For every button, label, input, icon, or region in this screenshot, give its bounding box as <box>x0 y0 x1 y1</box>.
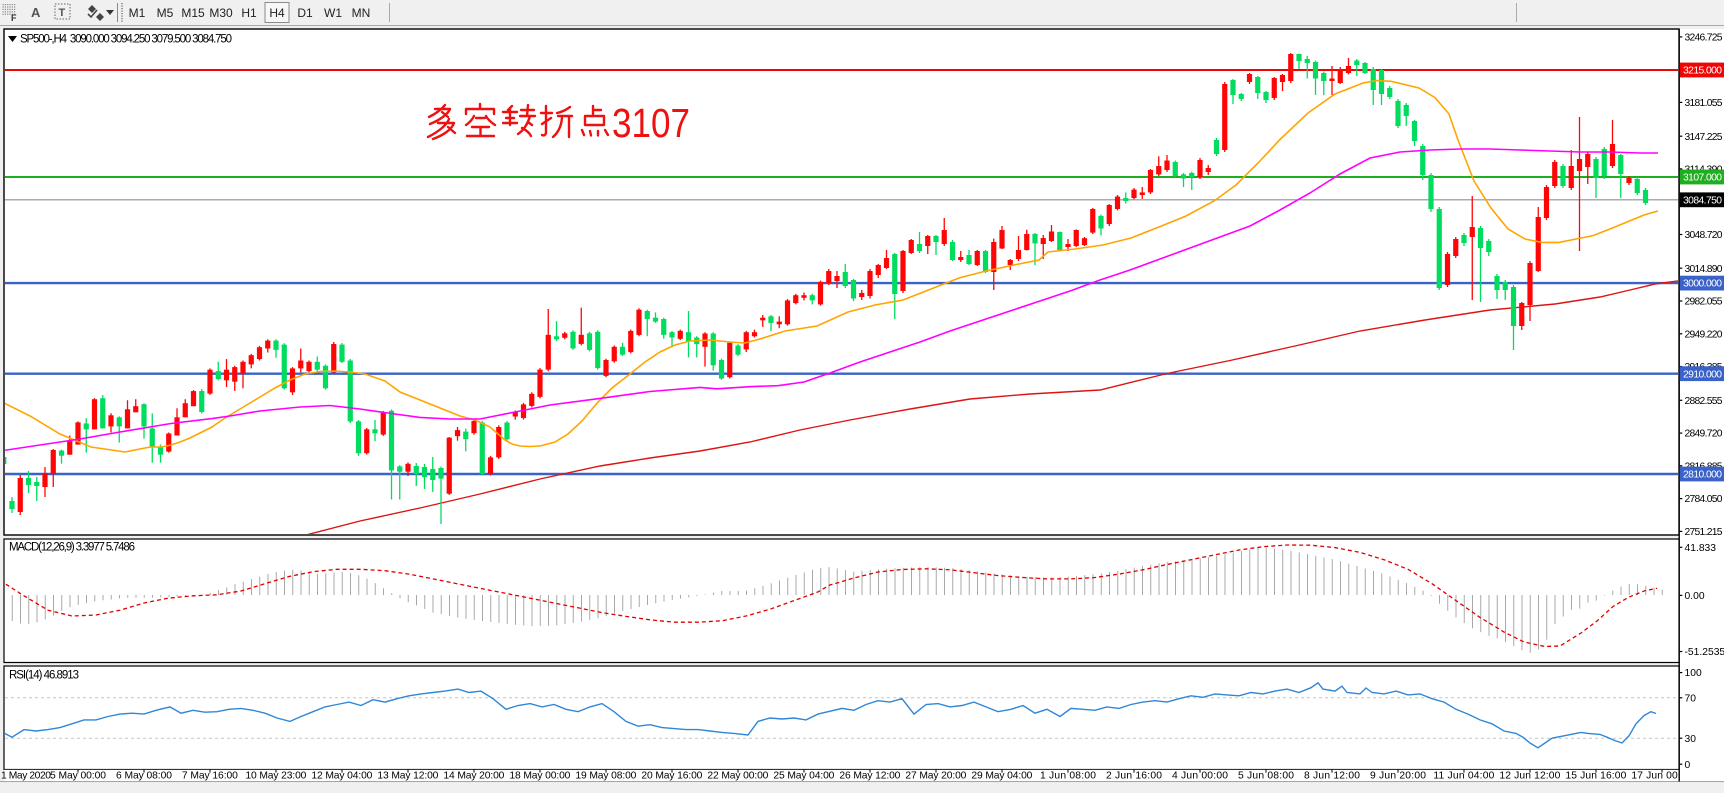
svg-text:8 Jun 12:00: 8 Jun 12:00 <box>1304 770 1360 781</box>
svg-text:19 May 08:00: 19 May 08:00 <box>575 770 636 781</box>
svg-text:2982.055: 2982.055 <box>1685 297 1723 308</box>
svg-text:100: 100 <box>1685 668 1702 679</box>
svg-text:7 May 16:00: 7 May 16:00 <box>182 770 238 781</box>
svg-text:D1: D1 <box>297 6 313 20</box>
svg-text:2849.720: 2849.720 <box>1685 429 1723 440</box>
svg-text:3000.000: 3000.000 <box>1683 279 1722 290</box>
svg-text:M5: M5 <box>157 6 174 20</box>
svg-text:M30: M30 <box>209 6 233 20</box>
svg-text:5 May 00:00: 5 May 00:00 <box>50 770 106 781</box>
svg-text:0: 0 <box>1685 760 1691 771</box>
svg-text:3084.750: 3084.750 <box>1683 195 1722 206</box>
svg-text:3147.225: 3147.225 <box>1685 132 1723 143</box>
svg-text:1 Jun 08:00: 1 Jun 08:00 <box>1040 770 1096 781</box>
svg-text:15 Jun 16:00: 15 Jun 16:00 <box>1565 770 1626 781</box>
svg-text:12 Jun 12:00: 12 Jun 12:00 <box>1499 770 1560 781</box>
svg-text:SP500-,H4 3090.000 3094.250 3: SP500-,H4 3090.000 3094.250 3079.500 308… <box>20 34 232 46</box>
svg-text:70: 70 <box>1685 693 1697 704</box>
svg-text:14 May 20:00: 14 May 20:00 <box>443 770 504 781</box>
svg-text:3014.890: 3014.890 <box>1685 264 1723 275</box>
svg-text:2882.555: 2882.555 <box>1685 396 1723 407</box>
svg-text:3215.000: 3215.000 <box>1683 66 1722 77</box>
svg-text:F: F <box>11 13 17 23</box>
svg-text:RSI(14) 46.8913: RSI(14) 46.8913 <box>9 670 79 682</box>
svg-text:H4: H4 <box>269 6 285 20</box>
svg-text:41.833: 41.833 <box>1685 543 1717 554</box>
svg-text:27 May 20:00: 27 May 20:00 <box>905 770 966 781</box>
svg-text:17 Jun 00:00: 17 Jun 00:00 <box>1631 770 1692 781</box>
svg-text:M15: M15 <box>181 6 205 20</box>
svg-text:26 May 12:00: 26 May 12:00 <box>839 770 900 781</box>
svg-text:29 May 04:00: 29 May 04:00 <box>971 770 1032 781</box>
svg-text:2810.000: 2810.000 <box>1683 470 1722 481</box>
svg-text:1 May 2020: 1 May 2020 <box>1 770 51 781</box>
svg-text:5 Jun 08:00: 5 Jun 08:00 <box>1238 770 1294 781</box>
svg-text:22 May 00:00: 22 May 00:00 <box>707 770 768 781</box>
svg-text:2949.220: 2949.220 <box>1685 329 1723 340</box>
svg-text:2784.050: 2784.050 <box>1685 494 1723 505</box>
svg-text:3048.720: 3048.720 <box>1685 230 1723 241</box>
svg-text:4 Jun 00:00: 4 Jun 00:00 <box>1172 770 1228 781</box>
svg-text:18 May 00:00: 18 May 00:00 <box>509 770 570 781</box>
svg-text:25 May 04:00: 25 May 04:00 <box>773 770 834 781</box>
svg-text:H1: H1 <box>241 6 257 20</box>
svg-text:A: A <box>31 5 41 20</box>
svg-text:12 May 04:00: 12 May 04:00 <box>311 770 372 781</box>
svg-text:3181.055: 3181.055 <box>1685 98 1723 109</box>
svg-text:11 Jun 04:00: 11 Jun 04:00 <box>1433 770 1494 781</box>
svg-text:9 Jun 20:00: 9 Jun 20:00 <box>1370 770 1426 781</box>
svg-text:13 May 12:00: 13 May 12:00 <box>377 770 438 781</box>
svg-text:2751.215: 2751.215 <box>1685 527 1723 538</box>
svg-text:3246.725: 3246.725 <box>1685 33 1723 44</box>
svg-text:MN: MN <box>352 6 371 20</box>
svg-text:0.00: 0.00 <box>1685 591 1705 602</box>
svg-text:2910.000: 2910.000 <box>1683 369 1722 380</box>
svg-text:3107.000: 3107.000 <box>1683 173 1722 184</box>
svg-text:W1: W1 <box>324 6 342 20</box>
svg-text:2 Jun 16:00: 2 Jun 16:00 <box>1106 770 1162 781</box>
svg-text:MACD(12,26,9) 3.3977 5.7486: MACD(12,26,9) 3.3977 5.7486 <box>9 542 135 554</box>
svg-text:M1: M1 <box>129 6 146 20</box>
svg-text:6 May 08:00: 6 May 08:00 <box>116 770 172 781</box>
svg-text:-51.2535: -51.2535 <box>1685 647 1724 658</box>
svg-text:3107: 3107 <box>612 100 690 146</box>
svg-text:10 May 23:00: 10 May 23:00 <box>245 770 306 781</box>
svg-text:T: T <box>59 7 66 19</box>
svg-text:30: 30 <box>1685 734 1697 745</box>
svg-text:20 May 16:00: 20 May 16:00 <box>641 770 702 781</box>
